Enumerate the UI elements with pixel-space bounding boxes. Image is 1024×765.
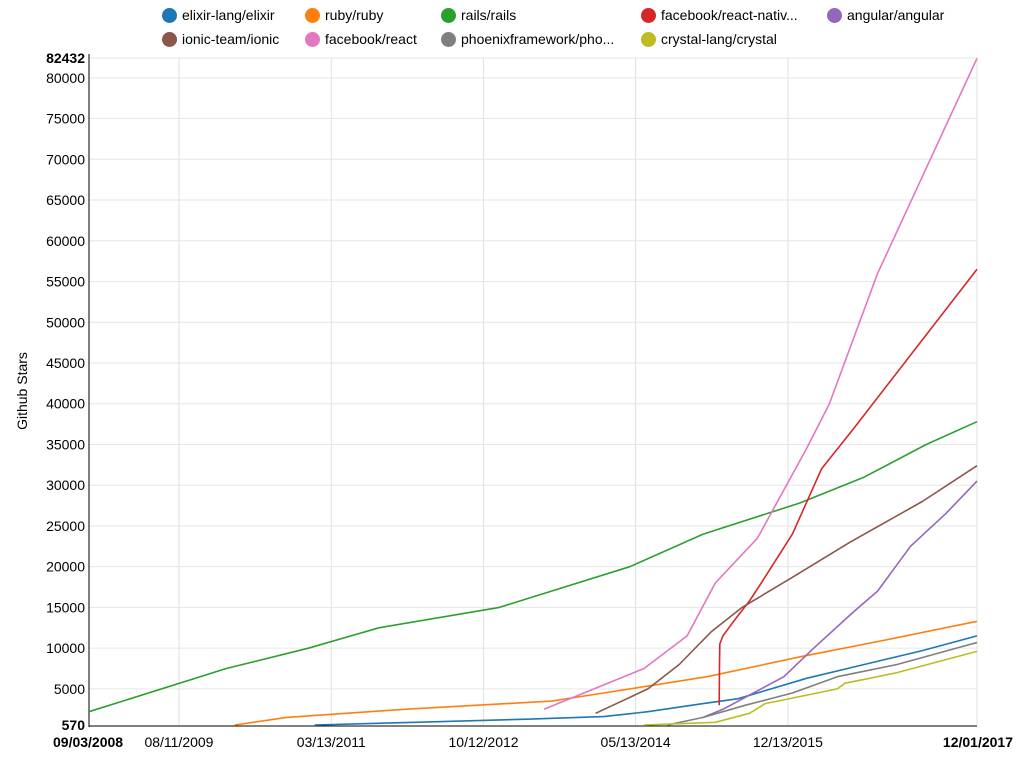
legend-item[interactable]: angular/angular	[827, 7, 944, 23]
y-tick-label: 20000	[46, 559, 85, 575]
legend-item[interactable]: crystal-lang/crystal	[641, 31, 777, 47]
legend-item[interactable]: phoenixframework/pho...	[441, 31, 614, 47]
y-tick-label: 82432	[46, 50, 85, 66]
legend-swatch	[305, 31, 320, 47]
y-tick-label: 15000	[46, 599, 85, 615]
series-line-crystal-lang-crystal[interactable]	[643, 650, 978, 726]
legend-swatch	[441, 7, 456, 23]
x-tick-label: 05/13/2014	[601, 734, 671, 750]
y-tick-label: 45000	[46, 355, 85, 371]
legend-label: elixir-lang/elixir	[182, 7, 275, 23]
legend-item[interactable]: facebook/react	[305, 31, 417, 47]
y-tick-label: 80000	[46, 70, 85, 86]
series-line-ruby-ruby[interactable]	[234, 620, 978, 726]
x-tick-label: 12/13/2015	[753, 734, 823, 750]
y-tick-label: 75000	[46, 111, 85, 127]
x-tick-label: 09/03/2008	[53, 734, 123, 750]
y-tick-label: 25000	[46, 518, 85, 534]
y-tick-label: 60000	[46, 233, 85, 249]
y-tick-label: 35000	[46, 436, 85, 452]
y-tick-label: 10000	[46, 640, 85, 656]
legend-label: angular/angular	[847, 7, 945, 23]
legend-label: facebook/react-nativ...	[661, 7, 798, 23]
x-tick-label: 08/11/2009	[144, 734, 213, 750]
series-line-rails-rails[interactable]	[88, 420, 978, 713]
y-tick-label: 30000	[46, 477, 85, 493]
legend-label: rails/rails	[461, 7, 517, 23]
legend-swatch	[641, 7, 656, 23]
legend-swatch	[441, 31, 456, 47]
legend-item[interactable]: facebook/react-nativ...	[641, 7, 798, 23]
legend-swatch	[162, 7, 177, 23]
series-line-phoenixframework-pho[interactable]	[667, 641, 978, 726]
legend-swatch	[162, 31, 177, 47]
x-tick-label: 10/12/2012	[449, 734, 519, 750]
y-tick-label: 50000	[46, 314, 85, 330]
series-line-ionic-team-ionic[interactable]	[595, 465, 978, 715]
y-tick-label: 40000	[46, 396, 85, 412]
y-axis-title: Github Stars	[14, 352, 30, 430]
series-line-facebook-react[interactable]	[543, 57, 978, 711]
legend-item[interactable]: ionic-team/ionic	[162, 31, 279, 47]
legend-item[interactable]: rails/rails	[441, 7, 516, 23]
legend-item[interactable]: elixir-lang/elixir	[162, 7, 275, 23]
x-tick-label: 03/13/2011	[297, 734, 366, 750]
series-line-angular-angular[interactable]	[702, 480, 978, 719]
y-tick-label: 570	[62, 717, 86, 733]
legend-label: phoenixframework/pho...	[461, 31, 615, 47]
series-line-facebook-react-nativ[interactable]	[718, 268, 978, 706]
legend-label: ionic-team/ionic	[182, 31, 280, 47]
legend-swatch	[827, 7, 842, 23]
x-tick-label: 12/01/2017	[943, 734, 1013, 750]
legend-item[interactable]: ruby/ruby	[305, 7, 383, 23]
legend-label: ruby/ruby	[325, 7, 384, 23]
y-tick-label: 5000	[54, 681, 85, 697]
legend-label: facebook/react	[325, 31, 417, 47]
legend-swatch	[305, 7, 320, 23]
series-line-elixir-lang-elixir[interactable]	[314, 635, 978, 726]
legend: elixir-lang/elixir ruby/ruby rails/rails fa…	[0, 0, 1024, 56]
y-tick-label: 65000	[46, 192, 85, 208]
y-tick-label: 55000	[46, 274, 85, 290]
legend-label: crystal-lang/crystal	[661, 31, 777, 47]
legend-swatch	[641, 31, 656, 47]
y-tick-label: 70000	[46, 151, 85, 167]
